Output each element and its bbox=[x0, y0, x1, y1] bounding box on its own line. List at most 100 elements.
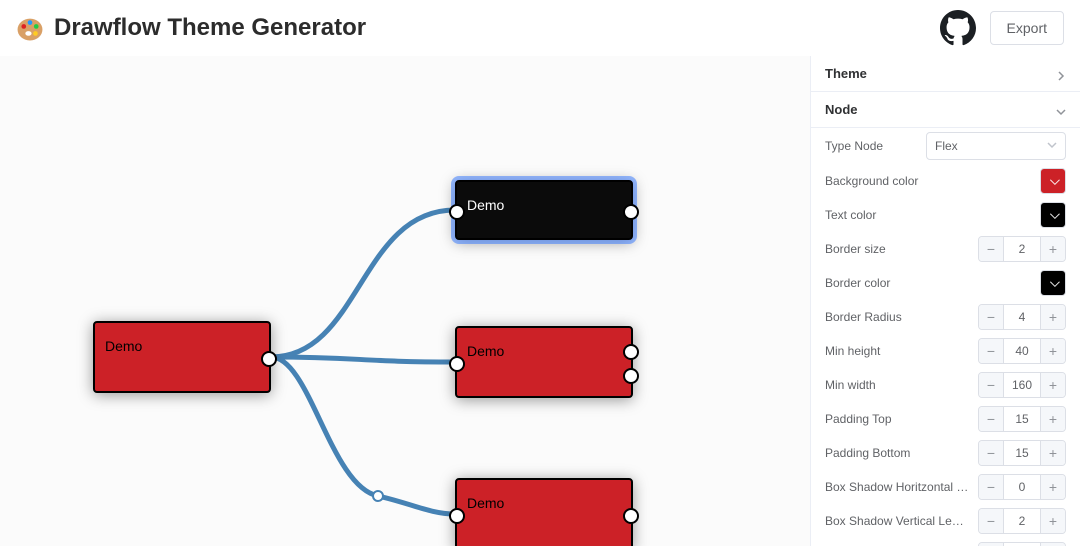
prop-label: Box Shadow Horitzontal Length bbox=[825, 480, 970, 494]
box-shadow-v-stepper[interactable]: −+ bbox=[978, 508, 1066, 534]
output-port[interactable] bbox=[623, 368, 639, 384]
prop-label: Border Radius bbox=[825, 310, 970, 324]
edge[interactable] bbox=[271, 210, 455, 357]
prop-min-width: Min width −+ bbox=[811, 368, 1080, 402]
reroute-point[interactable] bbox=[372, 490, 384, 502]
output-port[interactable] bbox=[623, 508, 639, 524]
app-header: Drawflow Theme Generator Export bbox=[0, 0, 1080, 56]
prop-label: Background color bbox=[825, 174, 1032, 188]
border-radius-stepper[interactable]: −+ bbox=[978, 304, 1066, 330]
section-node[interactable]: Node bbox=[811, 92, 1080, 128]
stepper-dec[interactable]: − bbox=[979, 508, 1003, 534]
prop-label: Text color bbox=[825, 208, 1032, 222]
stepper-value[interactable] bbox=[1003, 508, 1041, 534]
node-label: Demo bbox=[105, 338, 142, 354]
prop-box-shadow-h: Box Shadow Horitzontal Length −+ bbox=[811, 470, 1080, 504]
stepper-value[interactable] bbox=[1003, 236, 1041, 262]
output-port[interactable] bbox=[623, 204, 639, 220]
stepper-dec[interactable]: − bbox=[979, 406, 1003, 432]
node-label: Demo bbox=[467, 197, 504, 213]
section-theme[interactable]: Theme bbox=[811, 56, 1080, 92]
prop-box-shadow-blur: Box Shadow Blur Radius −+ bbox=[811, 538, 1080, 546]
node-label: Demo bbox=[467, 495, 504, 511]
stepper-inc[interactable]: + bbox=[1041, 338, 1065, 364]
prop-padding-top: Padding Top −+ bbox=[811, 402, 1080, 436]
stepper-dec[interactable]: − bbox=[979, 542, 1003, 546]
padding-top-stepper[interactable]: −+ bbox=[978, 406, 1066, 432]
prop-label: Type Node bbox=[825, 139, 918, 153]
page-title: Drawflow Theme Generator bbox=[54, 14, 940, 42]
input-port[interactable] bbox=[449, 204, 465, 220]
prop-label: Padding Top bbox=[825, 412, 970, 426]
stepper-value[interactable] bbox=[1003, 440, 1041, 466]
box-shadow-h-stepper[interactable]: −+ bbox=[978, 474, 1066, 500]
stepper-inc[interactable]: + bbox=[1041, 372, 1065, 398]
chevron-down-icon bbox=[1056, 105, 1066, 115]
input-port[interactable] bbox=[449, 356, 465, 372]
prop-bg-color: Background color bbox=[811, 164, 1080, 198]
stepper-inc[interactable]: + bbox=[1041, 304, 1065, 330]
github-icon[interactable] bbox=[940, 10, 976, 46]
section-theme-title: Theme bbox=[825, 66, 867, 81]
output-port[interactable] bbox=[261, 351, 277, 367]
prop-type-node: Type Node Flex bbox=[811, 128, 1080, 164]
properties-panel: Theme Node Type Node Flex Background col… bbox=[810, 56, 1080, 546]
prop-label: Min height bbox=[825, 344, 970, 358]
node-label: Demo bbox=[467, 343, 504, 359]
edge[interactable] bbox=[271, 357, 455, 362]
box-shadow-blur-stepper[interactable]: −+ bbox=[978, 542, 1066, 546]
edge[interactable] bbox=[271, 357, 455, 514]
stepper-value[interactable] bbox=[1003, 542, 1041, 546]
flow-node[interactable]: Demo bbox=[455, 326, 633, 398]
prop-label: Padding Bottom bbox=[825, 446, 970, 460]
prop-box-shadow-v: Box Shadow Vertical Length −+ bbox=[811, 504, 1080, 538]
stepper-dec[interactable]: − bbox=[979, 440, 1003, 466]
prop-border-size: Border size −+ bbox=[811, 232, 1080, 266]
stepper-value[interactable] bbox=[1003, 474, 1041, 500]
chevron-right-icon bbox=[1056, 69, 1066, 79]
flow-node[interactable]: Demo bbox=[93, 321, 271, 393]
prop-label: Border color bbox=[825, 276, 1032, 290]
edge-layer bbox=[0, 56, 810, 546]
stepper-value[interactable] bbox=[1003, 406, 1041, 432]
border-size-stepper[interactable]: −+ bbox=[978, 236, 1066, 262]
export-button[interactable]: Export bbox=[990, 11, 1064, 45]
stepper-dec[interactable]: − bbox=[979, 338, 1003, 364]
stepper-dec[interactable]: − bbox=[979, 372, 1003, 398]
type-node-select[interactable]: Flex bbox=[926, 132, 1066, 160]
stepper-dec[interactable]: − bbox=[979, 474, 1003, 500]
min-height-stepper[interactable]: −+ bbox=[978, 338, 1066, 364]
prop-label: Min width bbox=[825, 378, 970, 392]
flow-canvas[interactable]: Demo Demo Demo Demo bbox=[0, 56, 810, 546]
prop-border-radius: Border Radius −+ bbox=[811, 300, 1080, 334]
prop-label: Box Shadow Vertical Length bbox=[825, 514, 970, 528]
flow-node[interactable]: Demo bbox=[455, 478, 633, 546]
chevron-down-icon bbox=[1047, 139, 1057, 153]
stepper-dec[interactable]: − bbox=[979, 304, 1003, 330]
prop-min-height: Min height −+ bbox=[811, 334, 1080, 368]
stepper-inc[interactable]: + bbox=[1041, 406, 1065, 432]
min-width-stepper[interactable]: −+ bbox=[978, 372, 1066, 398]
stepper-value[interactable] bbox=[1003, 372, 1041, 398]
prop-label: Border size bbox=[825, 242, 970, 256]
padding-bottom-stepper[interactable]: −+ bbox=[978, 440, 1066, 466]
stepper-inc[interactable]: + bbox=[1041, 236, 1065, 262]
flow-node[interactable]: Demo bbox=[455, 180, 633, 240]
palette-icon bbox=[16, 14, 44, 42]
border-color-swatch[interactable] bbox=[1040, 270, 1066, 296]
output-port[interactable] bbox=[623, 344, 639, 360]
select-value: Flex bbox=[935, 139, 958, 153]
stepper-inc[interactable]: + bbox=[1041, 542, 1065, 546]
text-color-swatch[interactable] bbox=[1040, 202, 1066, 228]
prop-padding-bottom: Padding Bottom −+ bbox=[811, 436, 1080, 470]
stepper-value[interactable] bbox=[1003, 304, 1041, 330]
input-port[interactable] bbox=[449, 508, 465, 524]
stepper-inc[interactable]: + bbox=[1041, 440, 1065, 466]
stepper-dec[interactable]: − bbox=[979, 236, 1003, 262]
bg-color-swatch[interactable] bbox=[1040, 168, 1066, 194]
stepper-value[interactable] bbox=[1003, 338, 1041, 364]
section-node-title: Node bbox=[825, 102, 858, 117]
prop-text-color: Text color bbox=[811, 198, 1080, 232]
stepper-inc[interactable]: + bbox=[1041, 508, 1065, 534]
stepper-inc[interactable]: + bbox=[1041, 474, 1065, 500]
